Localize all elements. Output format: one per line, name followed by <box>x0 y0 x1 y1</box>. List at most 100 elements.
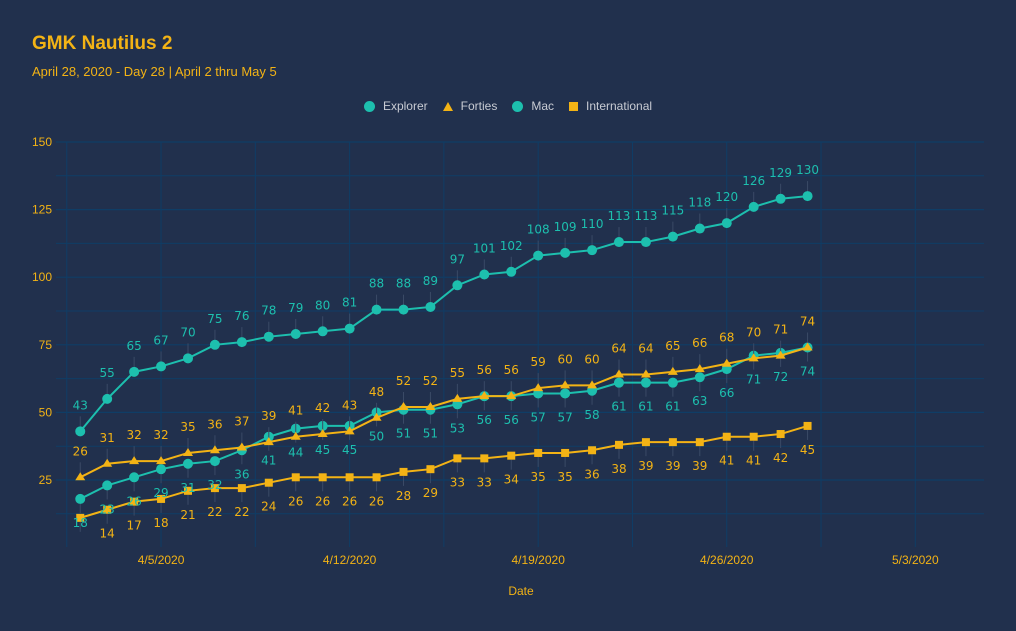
data-label: 51 <box>396 427 411 441</box>
data-point <box>291 473 300 482</box>
data-label: 61 <box>638 400 653 414</box>
data-label: 42 <box>315 401 330 415</box>
data-label: 64 <box>638 342 653 356</box>
data-label: 43 <box>73 398 88 412</box>
data-label: 76 <box>234 309 249 323</box>
data-point <box>236 337 247 348</box>
data-label: 35 <box>531 470 546 484</box>
data-point <box>156 361 167 372</box>
data-label: 26 <box>369 494 384 508</box>
data-label: 68 <box>719 331 734 345</box>
legend-item-international[interactable]: International <box>569 99 652 113</box>
data-point <box>533 383 544 392</box>
data-point <box>694 372 705 383</box>
data-label: 35 <box>180 420 195 434</box>
data-point <box>344 426 355 435</box>
x-tick-label: 4/12/2020 <box>323 553 377 567</box>
data-label: 53 <box>450 421 465 435</box>
data-point <box>668 438 677 447</box>
data-label: 33 <box>477 475 492 489</box>
data-label: 42 <box>773 451 788 465</box>
legend-item-mac[interactable]: Mac <box>512 99 554 113</box>
data-point <box>345 473 354 482</box>
x-tick-label: 5/3/2020 <box>892 553 939 567</box>
data-point <box>425 401 436 410</box>
data-point <box>371 304 382 315</box>
y-tick-label: 75 <box>39 338 53 352</box>
data-point <box>103 505 112 514</box>
data-point <box>157 494 166 503</box>
data-label: 89 <box>423 274 438 288</box>
data-label: 36 <box>584 467 599 481</box>
data-point <box>480 454 489 463</box>
series-international: 14 17 18 21 22 22 24 26 26 26 26 28 29 33 33 34 35 35 36 38… <box>76 421 815 541</box>
data-label: 44 <box>288 446 303 460</box>
data-point <box>802 191 813 202</box>
data-label: 51 <box>423 427 438 441</box>
y-tick-label: 50 <box>39 405 53 419</box>
data-label: 57 <box>531 410 546 424</box>
data-point <box>398 401 409 410</box>
data-label: 33 <box>450 475 465 489</box>
data-label: 66 <box>719 386 734 400</box>
data-label: 58 <box>584 408 599 422</box>
data-label: 55 <box>100 366 115 380</box>
x-tick-label: 4/5/2020 <box>138 553 185 567</box>
data-label: 39 <box>665 459 680 473</box>
data-point <box>264 478 273 487</box>
data-point <box>640 377 651 388</box>
data-point <box>290 328 301 339</box>
data-label: 29 <box>153 486 168 500</box>
data-label: 28 <box>396 489 411 503</box>
data-point <box>749 432 758 441</box>
data-label: 75 <box>207 312 222 326</box>
data-label: 56 <box>477 363 492 377</box>
data-point <box>317 429 328 438</box>
data-point <box>775 193 786 204</box>
data-label: 71 <box>773 323 788 337</box>
data-label: 26 <box>342 494 357 508</box>
data-point <box>236 442 247 451</box>
data-label: 60 <box>584 352 599 366</box>
data-point <box>237 484 246 493</box>
data-point <box>667 231 678 242</box>
data-label: 63 <box>692 394 707 408</box>
data-label: 110 <box>581 217 604 231</box>
series-explorer: 43 55 65 67 70 75 76 78 79 80 81 88 88 89 97 101 102 108 1… <box>73 163 819 437</box>
data-label: 56 <box>477 413 492 427</box>
data-label: 71 <box>746 373 761 387</box>
data-point <box>290 431 301 440</box>
legend-item-forties[interactable]: Forties <box>442 99 498 113</box>
data-point <box>156 464 167 475</box>
data-point <box>560 380 571 389</box>
data-point <box>209 456 220 467</box>
data-label: 39 <box>261 409 276 423</box>
x-tick-label: 4/19/2020 <box>511 553 565 567</box>
data-label: 45 <box>800 443 815 457</box>
data-label: 118 <box>688 196 711 210</box>
data-label: 88 <box>396 277 411 291</box>
data-point <box>102 480 113 491</box>
data-point <box>210 484 219 493</box>
y-axis: 25 50 75 100 125 150 <box>32 135 52 487</box>
data-label: 22 <box>207 505 222 519</box>
legend-label: Forties <box>460 99 498 113</box>
data-label: 41 <box>746 454 761 468</box>
data-point <box>129 472 140 483</box>
data-label: 65 <box>126 339 141 353</box>
data-point <box>156 456 167 465</box>
data-point <box>452 393 463 402</box>
data-label: 29 <box>423 486 438 500</box>
data-label: 50 <box>369 429 384 443</box>
data-point <box>182 353 193 364</box>
data-point <box>182 447 193 456</box>
legend-item-explorer[interactable]: Explorer <box>363 99 428 113</box>
data-label: 18 <box>153 516 168 530</box>
data-point <box>75 426 86 437</box>
legend: Explorer Forties Mac International <box>0 99 1016 113</box>
data-point <box>534 448 543 457</box>
data-point <box>560 247 571 258</box>
data-label: 37 <box>234 415 249 429</box>
data-point <box>694 364 705 373</box>
